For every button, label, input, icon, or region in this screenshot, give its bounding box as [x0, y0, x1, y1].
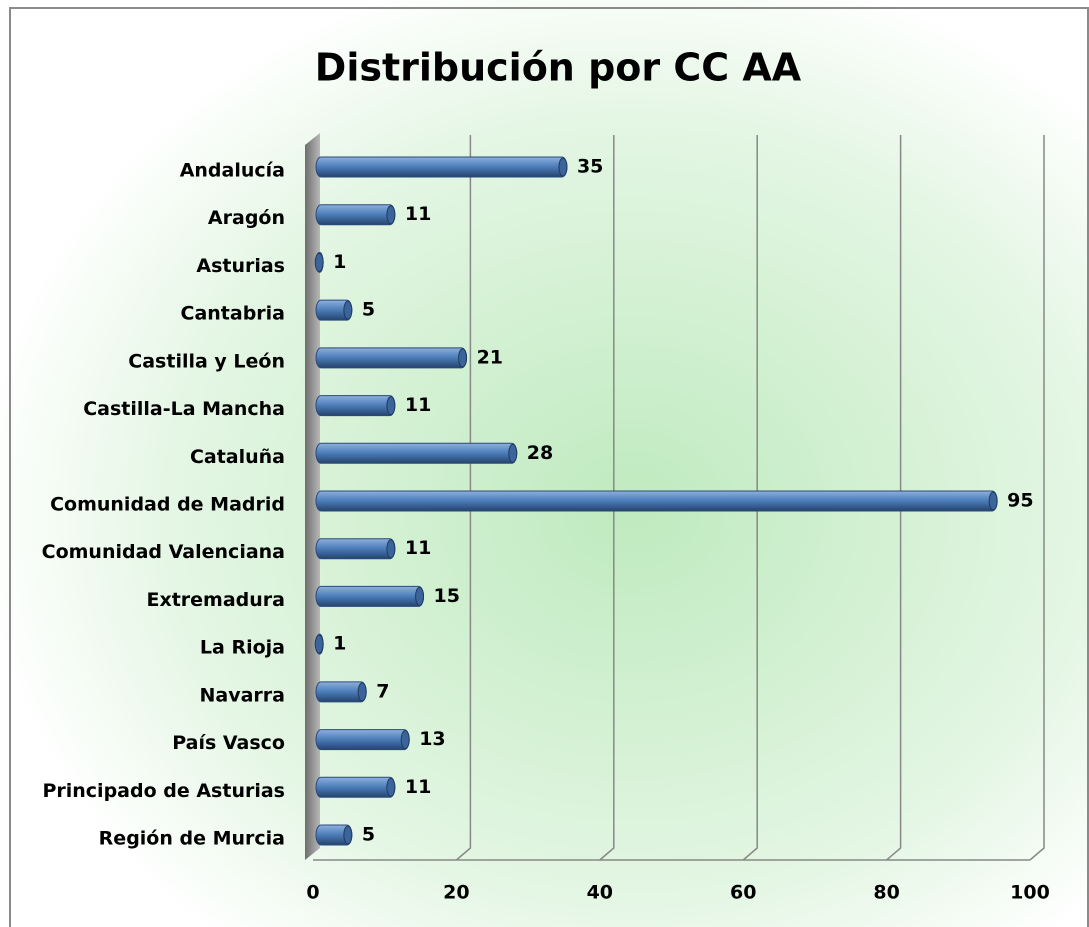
data-label: 28 [527, 442, 553, 464]
y-tick-label: Aragón [208, 207, 285, 229]
data-label: 7 [376, 680, 389, 702]
y-tick-label: Comunidad Valenciana [42, 541, 285, 563]
y-tick-label: Castilla-La Mancha [83, 398, 285, 420]
bar-cap [358, 683, 366, 701]
y-tick-label: Cataluña [190, 446, 285, 468]
x-tick-label: 60 [730, 882, 756, 904]
x-tick-label: 0 [306, 882, 319, 904]
data-label: 13 [419, 728, 445, 750]
bar-cap [387, 778, 395, 796]
data-label: 1 [333, 633, 346, 655]
data-label: 5 [362, 824, 375, 846]
bar [316, 586, 424, 606]
data-label: 35 [577, 156, 603, 178]
data-label: 21 [477, 346, 503, 368]
y-tick-label: Extremadura [146, 589, 285, 611]
y-tick-label: La Rioja [200, 637, 285, 659]
y-tick-label: Navarra [200, 684, 286, 706]
y-tick-label: Asturias [196, 255, 285, 277]
bar-cap [416, 587, 424, 605]
bar-cap [401, 731, 409, 749]
bar-cap [387, 397, 395, 415]
bar [316, 443, 517, 463]
data-label: 15 [434, 585, 460, 607]
y-tick-label: Andalucía [180, 160, 285, 182]
x-tick-label: 20 [443, 882, 469, 904]
data-label: 11 [405, 203, 431, 225]
bar-cap [315, 253, 323, 271]
y-tick-label: Comunidad de Madrid [50, 494, 285, 516]
x-tick-label: 40 [587, 882, 613, 904]
bar [316, 539, 395, 559]
data-label: 11 [405, 776, 431, 798]
bar [316, 396, 395, 416]
bar [316, 491, 997, 511]
bar-cap [387, 206, 395, 224]
x-tick-label: 100 [1010, 882, 1050, 904]
bar-cap [344, 826, 352, 844]
bar [316, 348, 467, 368]
bar [316, 157, 567, 177]
x-tick-label: 80 [873, 882, 899, 904]
page: Distribución por CC AA 0 20 40 60 80 100 Andal… [0, 0, 1089, 927]
chart-title: Distribución por CC AA [315, 46, 802, 90]
data-label: 95 [1007, 490, 1033, 512]
y-tick-label: Región de Murcia [99, 828, 285, 850]
bar-cap [509, 444, 517, 462]
bar-cap [387, 540, 395, 558]
data-label: 11 [405, 537, 431, 559]
chart: Distribución por CC AA 0 20 40 60 80 100 Andal… [0, 0, 1089, 927]
bar-cap [459, 349, 467, 367]
bar [316, 205, 395, 225]
bar [316, 730, 409, 750]
y-tick-label: Cantabria [181, 303, 286, 325]
data-label: 11 [405, 394, 431, 416]
y-tick-label: Castilla y León [128, 350, 285, 372]
data-label: 1 [333, 251, 346, 273]
data-label: 5 [362, 299, 375, 321]
bar-cap [315, 635, 323, 653]
y-tick-label: País Vasco [172, 732, 285, 754]
bar-cap [344, 301, 352, 319]
bar-cap [989, 492, 997, 510]
y-tick-label: Principado de Asturias [42, 780, 285, 802]
bar-cap [559, 158, 567, 176]
bar [316, 777, 395, 797]
